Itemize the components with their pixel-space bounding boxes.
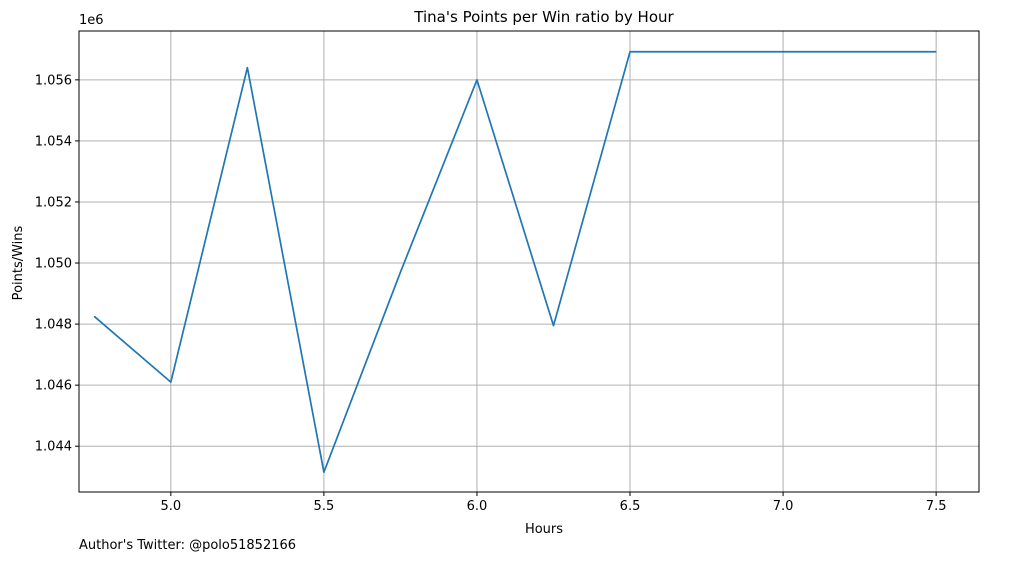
x-tick-label: 5.0 <box>160 499 181 514</box>
x-tick-label: 7.5 <box>926 499 947 514</box>
y-tick-label: 1.048 <box>35 318 72 333</box>
data-point <box>935 51 937 53</box>
y-tick-label: 1.044 <box>35 440 72 455</box>
y-axis-offset-label: 1e6 <box>79 13 104 28</box>
x-axis-label: Hours <box>525 522 563 537</box>
y-tick-label: 1.050 <box>35 257 72 272</box>
y-tick-label: 1.054 <box>35 134 72 149</box>
data-point <box>859 51 861 53</box>
series-line <box>93 50 937 474</box>
data-point <box>706 51 708 53</box>
grid-lines <box>79 31 979 492</box>
author-credit: Author's Twitter: @polo51852166 <box>79 538 297 553</box>
y-axis-label: Points/Wins <box>11 225 26 300</box>
chart-title: Tina's Points per Win ratio by Hour <box>413 8 674 26</box>
x-tick-label: 6.0 <box>467 499 488 514</box>
data-point <box>170 381 172 383</box>
data-point <box>552 325 554 327</box>
series-line-group <box>93 50 937 474</box>
data-point <box>629 51 631 53</box>
x-tick-label: 6.5 <box>620 499 641 514</box>
y-tick-label: 1.052 <box>35 195 72 210</box>
x-tick-label: 7.0 <box>773 499 794 514</box>
data-point <box>93 315 95 317</box>
plot-area-frame <box>78 30 980 493</box>
data-point <box>782 51 784 53</box>
data-point <box>323 471 325 473</box>
data-point <box>399 271 401 273</box>
y-tick-label: 1.046 <box>35 379 72 394</box>
x-axis-ticks: 5.0 5.5 6.0 6.5 7.0 7.5 <box>160 492 946 514</box>
x-tick-label: 5.5 <box>314 499 335 514</box>
y-axis-ticks: 1.044 1.046 1.048 1.050 1.052 1.054 1.056 <box>35 73 79 455</box>
data-point <box>476 79 478 81</box>
y-tick-label: 1.056 <box>35 73 72 88</box>
data-point <box>246 67 248 69</box>
